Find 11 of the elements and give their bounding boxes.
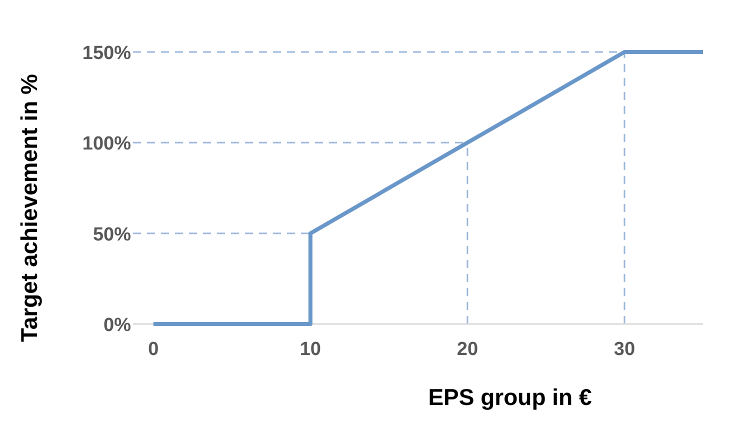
y-tick-label: 0% — [104, 315, 132, 336]
y-axis-title: Target achievement in % — [16, 74, 42, 342]
line-series — [151, 50, 705, 326]
x-tick-label: 30 — [614, 339, 636, 360]
y-tick-label: 50% — [92, 224, 132, 246]
y-tick-label: 100% — [82, 134, 132, 155]
x-tick-label: 0 — [148, 339, 159, 360]
x-tick-label: 10 — [300, 339, 322, 360]
x-axis-title: EPS group in € — [428, 384, 592, 410]
y-tick-label: 150% — [82, 43, 132, 64]
x-tick-label: 20 — [456, 339, 478, 360]
